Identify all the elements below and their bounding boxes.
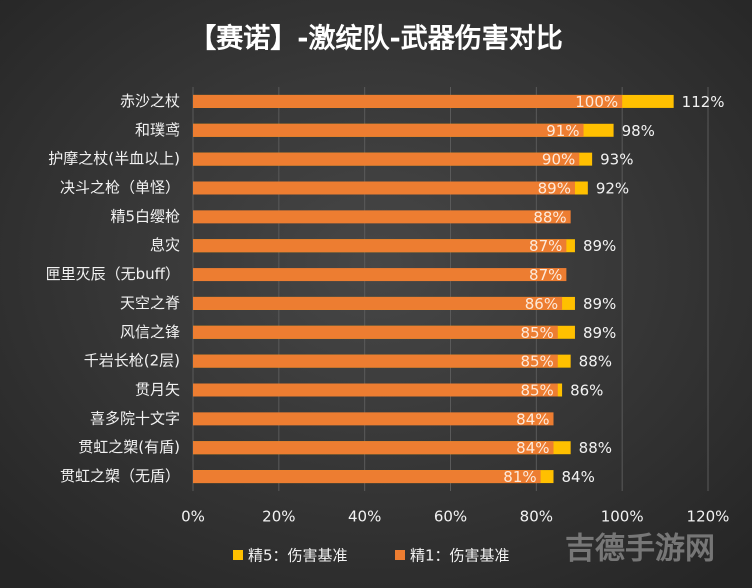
y-tick-label: 护摩之杖(半血以上) — [48, 150, 180, 168]
value-label: 89% — [583, 295, 616, 313]
value-label: 100% — [575, 93, 618, 111]
value-label: 98% — [622, 122, 655, 140]
bar — [193, 383, 558, 397]
y-tick-label: 天空之脊 — [120, 294, 180, 312]
bar — [193, 354, 558, 368]
y-tick-label: 和璞鸢 — [135, 121, 180, 139]
bar — [193, 441, 554, 455]
x-tick-label: 20% — [262, 508, 295, 526]
legend-label: 精5：伤害基准 — [248, 547, 348, 565]
x-tick-label: 60% — [434, 508, 467, 526]
bar — [193, 94, 623, 108]
y-tick-label: 匣里灭辰（无buff） — [46, 265, 180, 283]
legend-swatch — [233, 550, 243, 560]
bar — [193, 268, 567, 282]
bar — [193, 325, 558, 339]
x-tick-label: 100% — [601, 508, 644, 526]
value-label: 93% — [600, 151, 633, 169]
watermark: 吉德手游网 — [565, 532, 715, 567]
bar — [193, 123, 584, 137]
bar — [193, 412, 554, 426]
bar — [193, 181, 575, 195]
value-label: 85% — [520, 382, 553, 400]
x-tick-label: 120% — [687, 508, 730, 526]
y-tick-label: 息灾 — [150, 236, 180, 254]
y-tick-label: 千岩长枪(2层) — [84, 352, 180, 370]
value-label: 87% — [529, 237, 562, 255]
value-label: 112% — [682, 93, 725, 111]
chart-title: 【赛诺】-激绽队-武器伤害对比 — [189, 23, 562, 55]
value-label: 90% — [542, 151, 575, 169]
x-tick-label: 0% — [181, 508, 205, 526]
bar — [193, 152, 580, 166]
y-tick-label: 贯月矢 — [135, 381, 180, 399]
value-label: 81% — [503, 468, 536, 486]
value-label: 85% — [520, 324, 553, 342]
bar — [193, 296, 563, 310]
value-label: 84% — [516, 410, 549, 428]
value-label: 89% — [538, 180, 571, 198]
y-tick-label: 赤沙之杖 — [120, 92, 180, 110]
bar — [193, 210, 571, 224]
value-label: 88% — [579, 439, 612, 457]
value-label: 89% — [583, 237, 616, 255]
value-label: 87% — [529, 266, 562, 284]
x-tick-label: 80% — [520, 508, 553, 526]
y-tick-label: 决斗之枪（单怪） — [60, 179, 180, 197]
y-tick-label: 喜多院十文字 — [90, 409, 180, 427]
legend-swatch — [395, 550, 405, 560]
value-label: 88% — [533, 208, 566, 226]
value-label: 85% — [520, 353, 553, 371]
value-label: 86% — [525, 295, 558, 313]
value-label: 86% — [570, 382, 603, 400]
legend-label: 精1：伤害基准 — [410, 547, 510, 565]
bar — [193, 470, 541, 484]
value-label: 91% — [546, 122, 579, 140]
value-label: 89% — [583, 324, 616, 342]
value-label: 92% — [596, 180, 629, 198]
y-tick-label: 贯虹之槊(有盾) — [78, 438, 180, 456]
y-tick-label: 精5白缨枪 — [110, 207, 180, 225]
y-tick-label: 风信之锋 — [120, 323, 180, 341]
value-label: 88% — [579, 353, 612, 371]
value-label: 84% — [516, 439, 549, 457]
bar — [193, 239, 567, 253]
value-label: 84% — [562, 468, 595, 486]
x-tick-label: 40% — [348, 508, 381, 526]
y-tick-label: 贯虹之槊（无盾） — [60, 467, 180, 485]
